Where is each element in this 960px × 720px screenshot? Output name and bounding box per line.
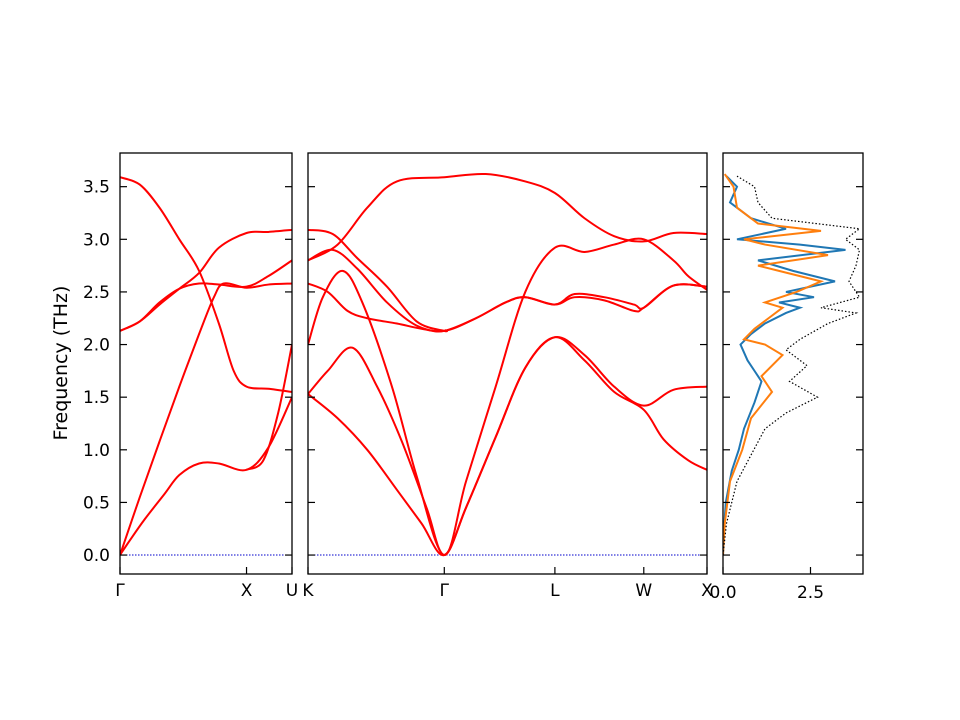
x-tick-label-2: Γ xyxy=(440,581,450,601)
y-tick-label: 1.0 xyxy=(83,441,110,461)
phonon-branch-2 xyxy=(308,336,707,557)
x-tick-label-4: W xyxy=(635,581,652,601)
dos-curves xyxy=(723,173,862,556)
y-axis-label: Frequency (THz) xyxy=(50,286,72,441)
band-curves xyxy=(308,172,707,557)
x-tick-label-3: U xyxy=(286,581,298,601)
dos-x-tick-label-2: 2.5 xyxy=(797,583,824,603)
y-tick-label: 3.0 xyxy=(83,230,110,250)
phonon-branch-4 xyxy=(120,176,292,393)
x-tick-label-3: L xyxy=(550,581,560,601)
phonon-branch-6 xyxy=(308,228,449,333)
dos-panel: 0.0 2.5 xyxy=(709,152,864,603)
phonon-branch-7 xyxy=(308,172,707,262)
dos-x-tick-label-1: 0.0 xyxy=(709,583,736,603)
y-tick-label: 1.5 xyxy=(83,388,110,408)
panel-frame xyxy=(307,152,708,575)
x-tick-label-1: K xyxy=(302,581,314,601)
dos-series-3 xyxy=(723,175,862,556)
panel-frame xyxy=(119,152,293,575)
x-tick-label-1: Γ xyxy=(115,581,125,601)
band-curves xyxy=(120,176,292,556)
y-tick-label: 0.5 xyxy=(83,493,110,513)
phonon-branch-6 xyxy=(246,344,292,471)
x-tick-label-2: X xyxy=(241,581,253,601)
phonon-branch-1 xyxy=(120,396,292,556)
dos-series-2 xyxy=(723,173,829,556)
y-tick-label: 2.5 xyxy=(83,283,110,303)
y-tick-label: 2.0 xyxy=(83,336,110,356)
y-tick-label: 0.0 xyxy=(83,546,110,566)
x-tick-label-5: X xyxy=(701,581,713,601)
panel-frame xyxy=(722,152,864,575)
y-tick-label: 3.5 xyxy=(83,178,110,198)
phonon-branch-5 xyxy=(120,228,292,332)
phonon-branch-3 xyxy=(308,237,707,557)
band-structure-panel-gamma-x-u: 0.0 0.5 1.0 1.5 2.0 2.5 3.0 3.5 Γ X U xyxy=(83,152,298,601)
phonon-branch-5 xyxy=(308,248,707,333)
phonon-branch-2 xyxy=(120,282,292,556)
dos-series-1 xyxy=(723,175,846,556)
